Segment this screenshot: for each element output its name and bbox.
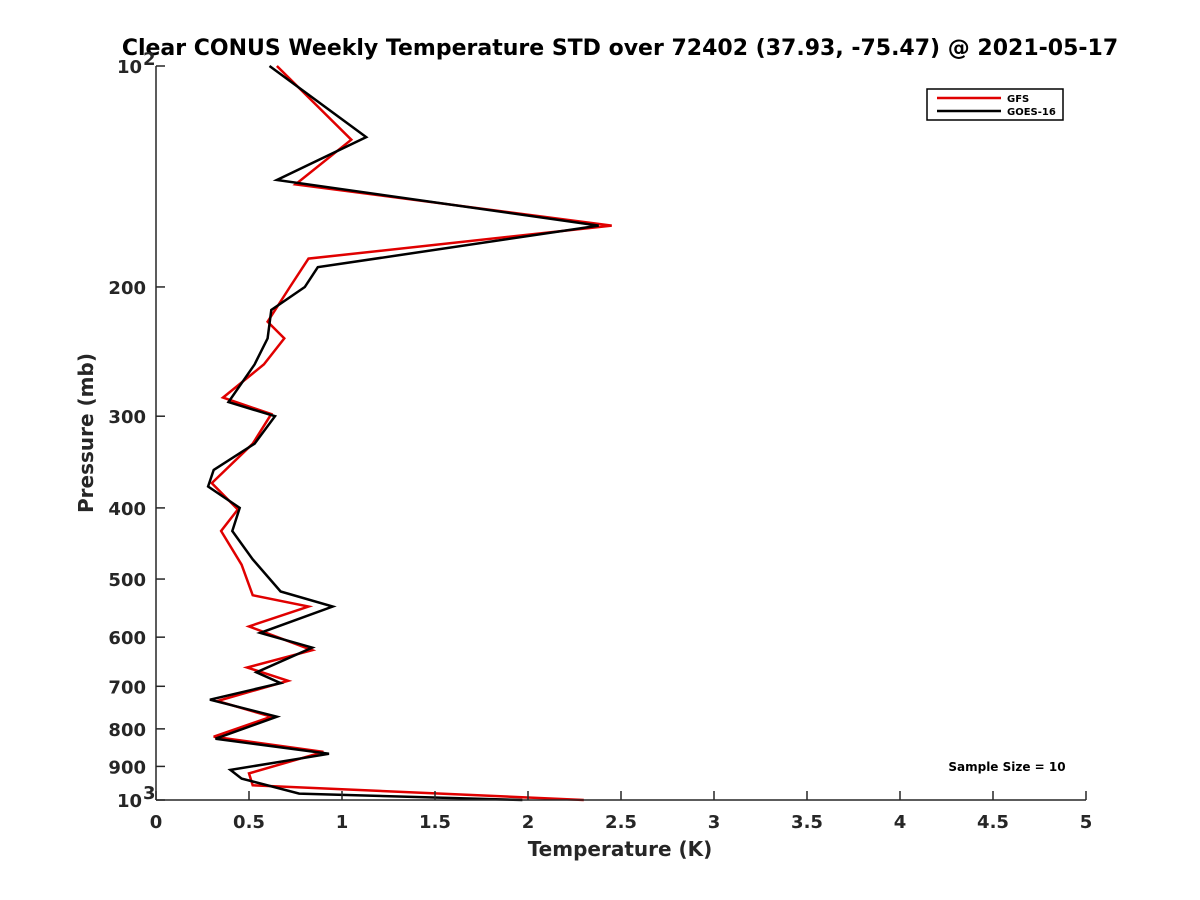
y-tick-label: 900 <box>108 757 146 778</box>
legend-label: GOES-16 <box>1007 107 1056 118</box>
y-tick-label: 300 <box>108 407 146 428</box>
x-tick-label: 3.5 <box>791 812 823 833</box>
legend-label: GFS <box>1007 94 1029 105</box>
series-line-gfs <box>210 65 612 802</box>
series-layer <box>206 64 612 802</box>
y-tick-label: 400 <box>108 499 146 520</box>
sample-size-annotation: Sample Size = 10 <box>948 760 1065 774</box>
x-tick-label: 2 <box>522 812 535 833</box>
y-tick-label: 800 <box>108 720 146 741</box>
y-tick-label: 500 <box>108 570 146 591</box>
series-line-goes-16 <box>206 64 599 802</box>
y-tick-label: 10 <box>117 791 142 812</box>
x-tick-label: 2.5 <box>605 812 637 833</box>
x-tick-label: 4 <box>894 812 907 833</box>
y-tick-exponent: 3 <box>143 783 156 804</box>
legend-box <box>926 88 1064 121</box>
y-tick-exponent: 2 <box>143 49 156 70</box>
x-axis-label: Temperature (K) <box>528 837 713 861</box>
y-tick-label: 700 <box>108 677 146 698</box>
x-tick-label: 4.5 <box>977 812 1009 833</box>
legend: GFS GOES-16 <box>926 88 1064 121</box>
chart-title: Clear CONUS Weekly Temperature STD over … <box>122 36 1118 61</box>
y-tick-label: 200 <box>108 278 146 299</box>
x-tick-label: 1 <box>336 812 349 833</box>
x-tick-label: 5 <box>1080 812 1093 833</box>
y-tick-label: 10 <box>117 57 142 78</box>
x-tick-label: 0 <box>150 812 163 833</box>
y-axis-label: Pressure (mb) <box>74 353 98 513</box>
x-tick-label: 0.5 <box>233 812 265 833</box>
y-tick-label: 600 <box>108 628 146 649</box>
x-tick-label: 3 <box>708 812 721 833</box>
x-tick-label: 1.5 <box>419 812 451 833</box>
axes-layer: 0 0.5 1 1.5 2 2.5 3 3.5 4 4.5 510 22003004005006007… <box>108 49 1092 833</box>
